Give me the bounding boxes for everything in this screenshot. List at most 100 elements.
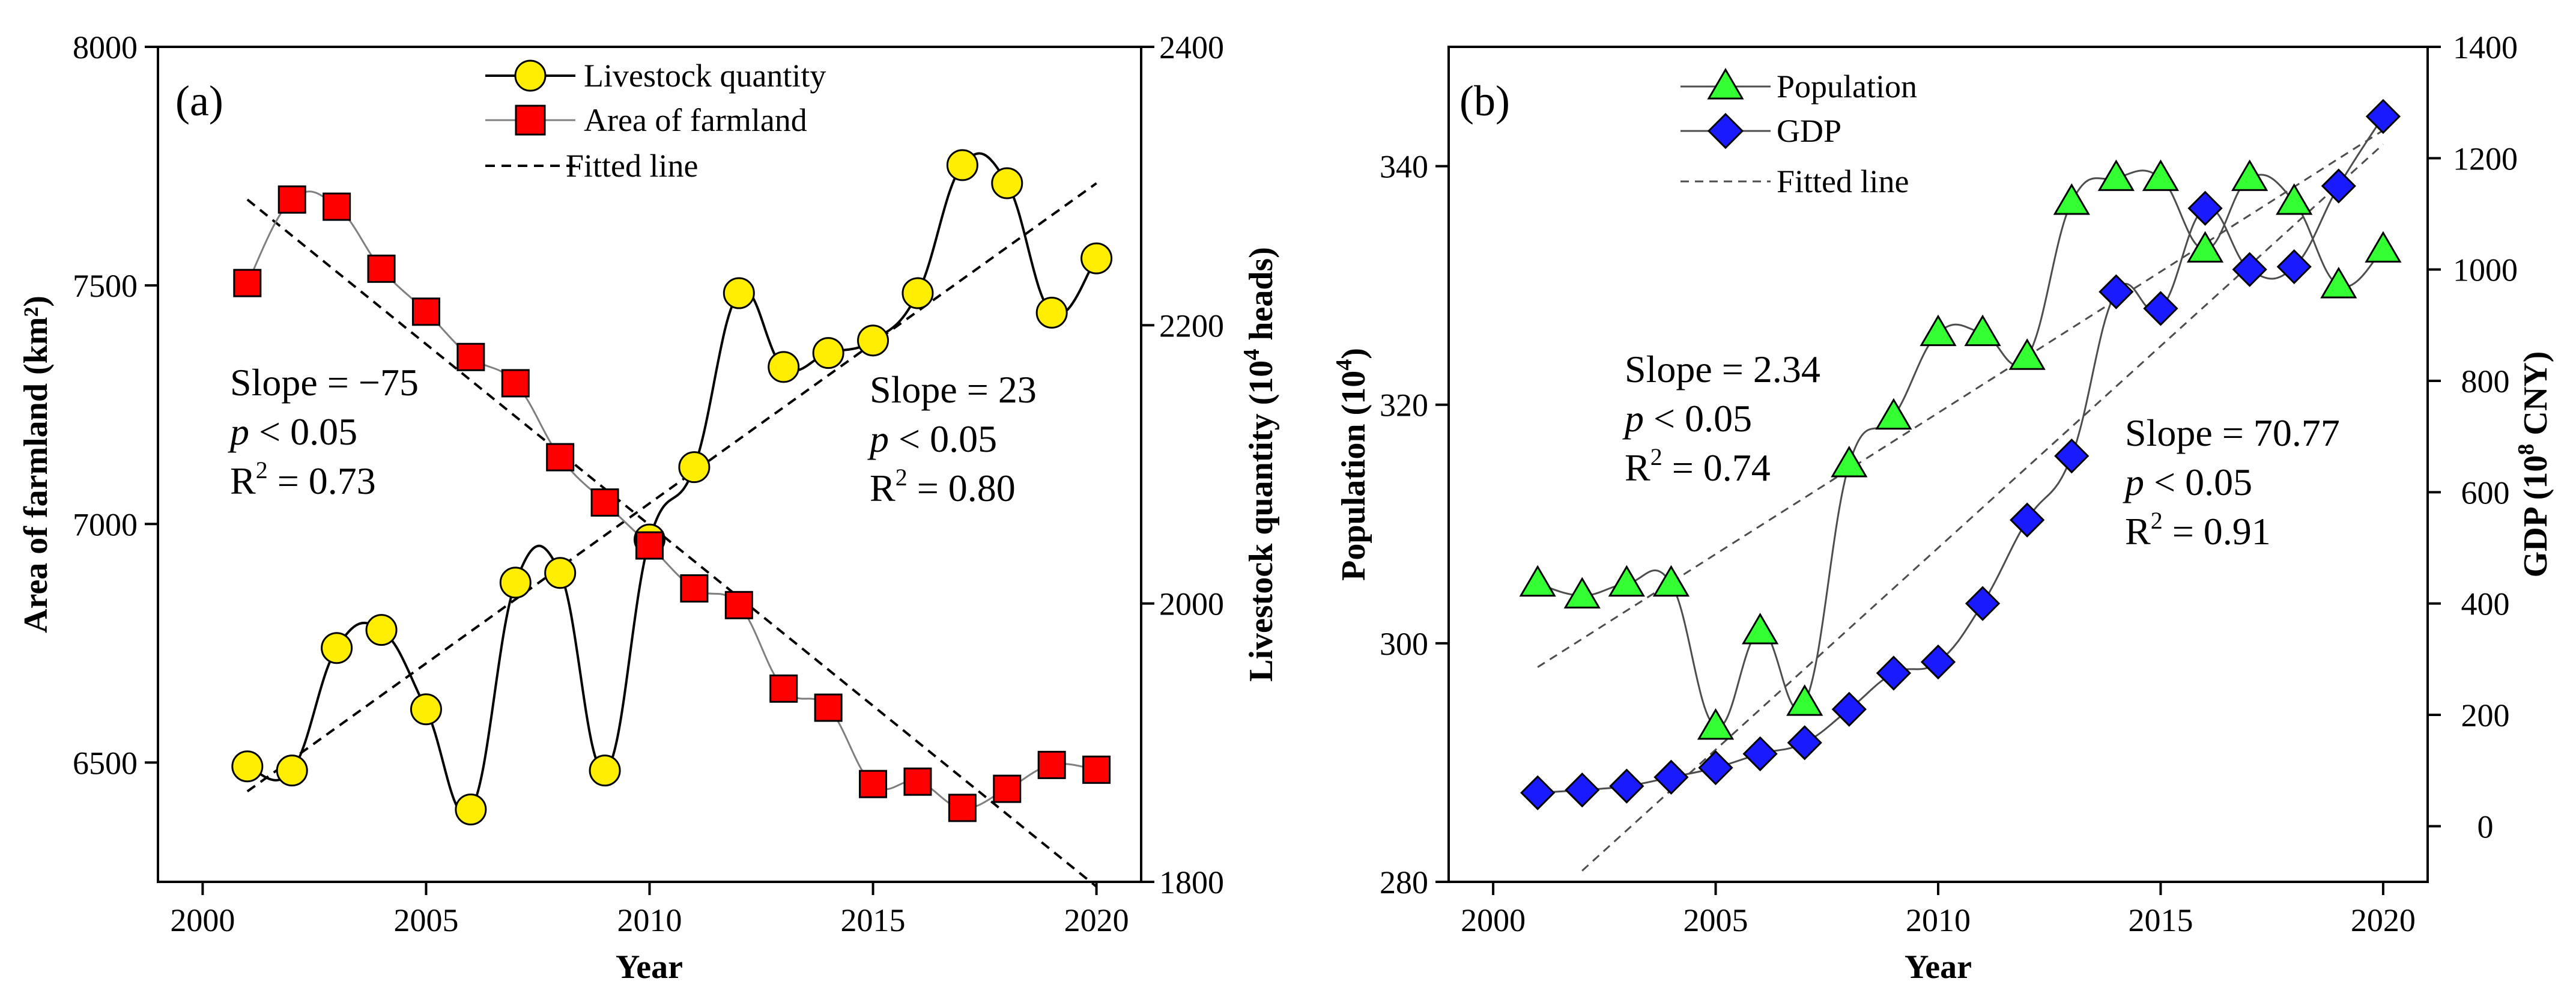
data-point-area-of-farmland [1037,750,1066,779]
data-point-population [1920,314,1957,347]
data-point-gdp [2099,274,2134,309]
x-tick-label: 2010 [1906,902,1971,938]
anno-a-right-slope: Slope = 23 [870,368,1037,411]
panel-a-ticks: 2000 2005 2010 2015 2020 6500 7000 7500 8000 1800… [73,29,1224,938]
panel-b: 2000 2005 2010 2015 2020 280 300 320 340 0 200 400 6… [1332,29,2554,986]
fitted-line [246,182,1097,793]
x-tick-label: 2010 [617,902,682,938]
legend-marker-livestock [514,59,547,92]
x-tick-label: 2015 [2128,902,2193,938]
panel-a-fitted-lines [246,182,1097,888]
data-point-livestock-quantity [589,755,621,787]
data-point-livestock-quantity [231,750,264,783]
y-right-tick-label: 1400 [2453,29,2518,65]
y-left-tick-label: 7500 [73,268,138,304]
data-point-area-of-farmland [948,794,977,822]
data-point-population [2365,231,2402,263]
data-point-area-of-farmland [411,297,440,326]
anno-a-left-r2: R2 = 0.73 [230,457,376,502]
y-right-tick-label: 1200 [2453,141,2518,177]
data-point-population [1831,446,1868,478]
data-point-livestock-quantity [991,167,1023,199]
data-point-area-of-farmland [814,693,843,722]
data-point-area-of-farmland [590,488,619,517]
fitted-line [246,198,1097,888]
data-point-area-of-farmland [724,591,753,619]
y-right-tick-label: 1800 [1159,864,1224,900]
anno-a-left-p: p < 0.05 [228,410,357,453]
y-right-tick-label: 400 [2461,586,2510,622]
data-point-population [1519,565,1556,597]
data-point-livestock-quantity [1080,242,1113,275]
y-right-tick-label: 2200 [1159,308,1224,344]
anno-b-left-slope: Slope = 2.34 [1625,348,1820,390]
y-left-tick-label: 280 [1380,864,1428,900]
data-point-livestock-quantity [544,557,577,589]
data-point-gdp [2276,249,2312,285]
panel-a-ylabel-right: Livestock quantity (104 heads) [1239,247,1280,682]
data-point-gdp [2054,438,2090,474]
anno-a-right-r2: R2 = 0.80 [870,464,1016,509]
panel-b-fitted-lines [1537,129,2384,872]
data-point-livestock-quantity [410,693,442,726]
data-point-livestock-quantity [857,324,889,357]
data-point-livestock-quantity [678,451,711,484]
panel-b-annotation-right: Slope = 70.77 p < 0.05 R2 = 0.91 [2123,411,2340,553]
data-point-area-of-farmland [1082,755,1111,784]
anno-b-left-r2: R2 = 0.74 [1625,443,1771,489]
x-tick-label: 2020 [2351,902,2416,938]
legend-label-fitted: Fitted line [566,148,698,184]
data-point-population [2186,231,2224,263]
anno-b-right-r2: R2 = 0.91 [2125,507,2271,553]
data-point-gdp [1742,736,1778,771]
data-point-gdp [2187,190,2223,226]
data-point-gdp [1520,775,1556,810]
data-point-livestock-quantity [455,794,487,826]
y-left-tick-label: 300 [1380,626,1428,662]
x-tick-label: 2015 [841,902,906,938]
legend-label-farmland: Area of farmland [584,102,807,138]
data-point-livestock-quantity [321,632,353,664]
data-point-livestock-quantity [1035,296,1068,329]
data-point-area-of-farmland [277,185,306,214]
anno-a-right-p: p < 0.05 [867,418,997,460]
y-right-tick-label: 1000 [2453,252,2518,288]
fitted-line [1581,144,2384,872]
y-right-tick-label: 200 [2461,697,2510,733]
data-point-area-of-farmland [233,269,262,297]
data-point-population [1697,708,1735,740]
legend-label-gdp: GDP [1777,113,1841,149]
panel-b-ticks: 2000 2005 2010 2015 2020 280 300 320 340 0 200 400 6… [1380,29,2518,938]
panel-b-plot-frame [1447,46,2429,883]
data-point-population [1964,314,2001,347]
data-point-population [1875,398,1912,430]
anno-b-right-slope: Slope = 70.77 [2125,411,2340,454]
panel-b-annotation-left: Slope = 2.34 p < 0.05 R2 = 0.74 [1622,348,1820,489]
legend-marker-population [1707,68,1744,100]
data-point-gdp [1565,772,1600,808]
y-right-tick-label: 800 [2461,363,2510,399]
data-point-livestock-quantity [365,614,398,646]
legend-label-fitted-b: Fitted line [1777,163,1909,199]
panel-a-ylabel-left: Area of farmland (km²) [17,296,55,633]
data-point-population [2142,159,2180,191]
data-point-livestock-quantity [723,277,755,309]
data-point-population [1652,565,1690,597]
panel-a-annotation-left: Slope = −75 p < 0.05 R2 = 0.73 [228,361,419,502]
data-point-gdp [2010,502,2045,538]
data-point-livestock-quantity [812,337,844,369]
data-point-area-of-farmland [859,770,888,798]
data-point-area-of-farmland [680,574,709,603]
panel-b-series [1519,99,2402,810]
data-point-population [1786,684,1823,716]
panel-b-label: (b) [1459,77,1510,125]
x-tick-label: 2000 [1461,902,1526,938]
data-point-area-of-farmland [769,674,798,703]
data-point-area-of-farmland [635,531,664,560]
x-tick-label: 2020 [1064,902,1129,938]
data-point-gdp [2321,168,2356,204]
data-point-population [2276,183,2313,215]
panel-a-label: (a) [175,77,223,125]
data-point-population [2053,183,2090,215]
y-right-tick-label: 600 [2461,475,2510,511]
